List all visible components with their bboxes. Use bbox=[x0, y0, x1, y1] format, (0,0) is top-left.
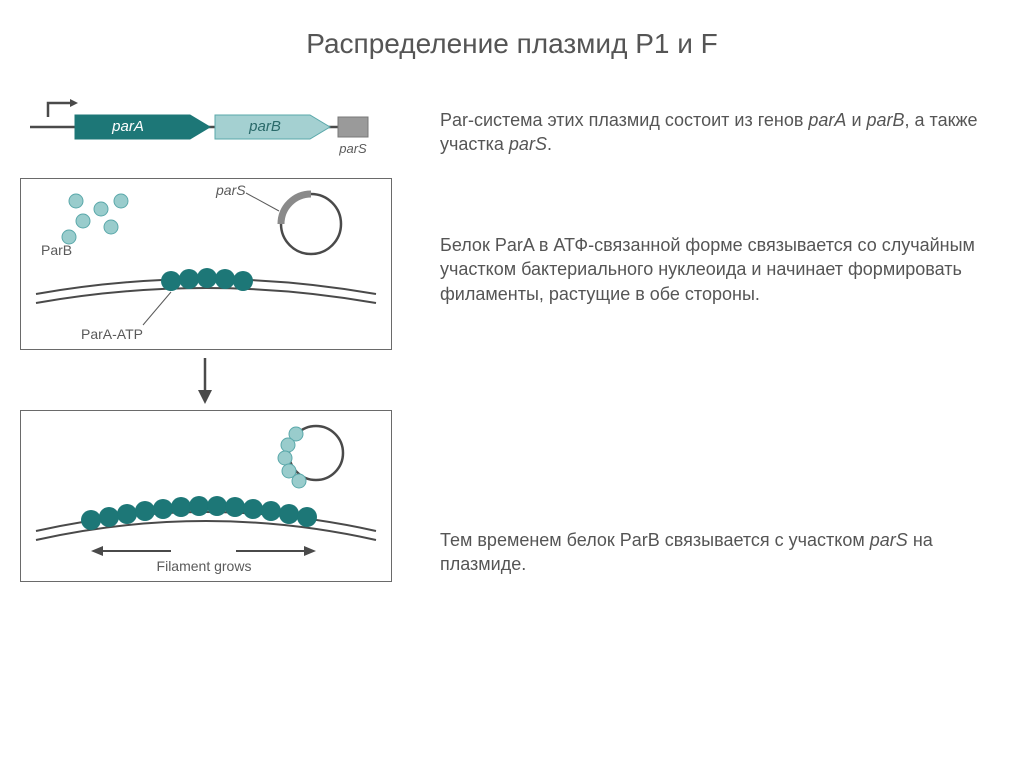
p3-i1: parS bbox=[870, 530, 908, 550]
parB-gene-label: parB bbox=[248, 118, 281, 135]
parB-protein-label: ParB bbox=[41, 242, 72, 258]
p1-i1: parA bbox=[808, 110, 846, 130]
diagram-column: parA parB parS ParB bbox=[20, 95, 410, 582]
page-title: Распределение плазмид P1 и F bbox=[0, 28, 1024, 60]
parA-gene-label: parA bbox=[111, 118, 144, 135]
panel-3: Filament grows bbox=[20, 410, 392, 582]
paragraph-2: Белок ParA в АТФ-связанной форме связыва… bbox=[440, 233, 1000, 306]
panel-3-svg: Filament grows bbox=[21, 411, 391, 581]
parS-gene-label: parS bbox=[338, 141, 367, 156]
p1-t1: Par-система этих плазмид состоит из гено… bbox=[440, 110, 808, 130]
gene-map-svg: parA parB parS bbox=[20, 95, 390, 160]
paragraph-1: Par-система этих плазмид состоит из гено… bbox=[440, 108, 1000, 157]
flow-arrow bbox=[20, 350, 390, 410]
parS-site-label: parS bbox=[215, 182, 246, 198]
p1-i2: parB bbox=[867, 110, 905, 130]
p1-t2: и bbox=[846, 110, 866, 130]
panel-2: ParB parS ParA-ATP bbox=[20, 178, 392, 350]
filament-grows-label: Filament grows bbox=[157, 558, 252, 574]
p1-t4: . bbox=[547, 134, 552, 154]
p3-t1: Тем временем белок ParB связывается с уч… bbox=[440, 530, 870, 550]
p1-i3: parS bbox=[509, 134, 547, 154]
paragraph-3: Тем временем белок ParB связывается с уч… bbox=[440, 528, 1000, 577]
parA-atp-label: ParA-ATP bbox=[81, 326, 143, 342]
panel-2-svg: ParB parS ParA-ATP bbox=[21, 179, 391, 349]
gene-map-panel: parA parB parS bbox=[20, 95, 390, 160]
